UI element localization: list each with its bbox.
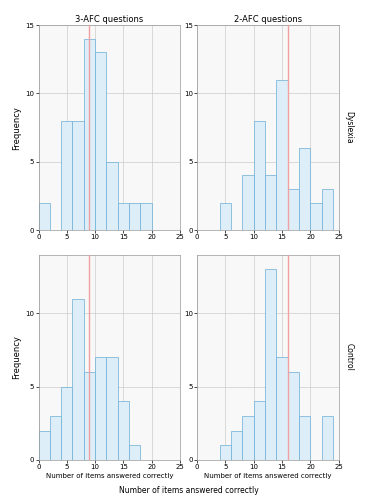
- Bar: [254, 121, 265, 230]
- Bar: [254, 402, 265, 460]
- X-axis label: Number of items answered correctly: Number of items answered correctly: [45, 473, 173, 479]
- Bar: [288, 372, 299, 460]
- Bar: [38, 203, 50, 230]
- Bar: [231, 430, 243, 460]
- Bar: [265, 176, 276, 230]
- Bar: [220, 203, 231, 230]
- X-axis label: Number of items answered correctly: Number of items answered correctly: [204, 473, 332, 479]
- Bar: [107, 358, 118, 460]
- Bar: [141, 203, 152, 230]
- Text: Number of items answered correctly: Number of items answered correctly: [119, 486, 258, 495]
- Bar: [322, 416, 333, 460]
- Bar: [310, 203, 322, 230]
- Bar: [118, 203, 129, 230]
- Y-axis label: Frequency: Frequency: [12, 106, 21, 150]
- Bar: [95, 52, 107, 230]
- Bar: [84, 38, 95, 230]
- Title: 2-AFC questions: 2-AFC questions: [234, 15, 302, 24]
- Bar: [129, 446, 141, 460]
- Bar: [129, 203, 141, 230]
- Bar: [107, 162, 118, 230]
- Bar: [38, 430, 50, 460]
- Text: Control: Control: [345, 344, 353, 371]
- Bar: [84, 372, 95, 460]
- Bar: [322, 189, 333, 230]
- Title: 3-AFC questions: 3-AFC questions: [75, 15, 144, 24]
- Bar: [220, 446, 231, 460]
- Bar: [61, 386, 72, 460]
- Bar: [288, 189, 299, 230]
- Bar: [299, 148, 310, 230]
- Bar: [61, 121, 72, 230]
- Bar: [276, 358, 288, 460]
- Bar: [243, 416, 254, 460]
- Bar: [50, 416, 61, 460]
- Bar: [243, 176, 254, 230]
- Bar: [95, 358, 107, 460]
- Bar: [299, 416, 310, 460]
- Text: Dyslexia: Dyslexia: [345, 112, 353, 144]
- Bar: [72, 299, 84, 460]
- Bar: [72, 121, 84, 230]
- Bar: [276, 80, 288, 230]
- Y-axis label: Frequency: Frequency: [12, 336, 21, 380]
- Bar: [118, 402, 129, 460]
- Bar: [265, 270, 276, 460]
